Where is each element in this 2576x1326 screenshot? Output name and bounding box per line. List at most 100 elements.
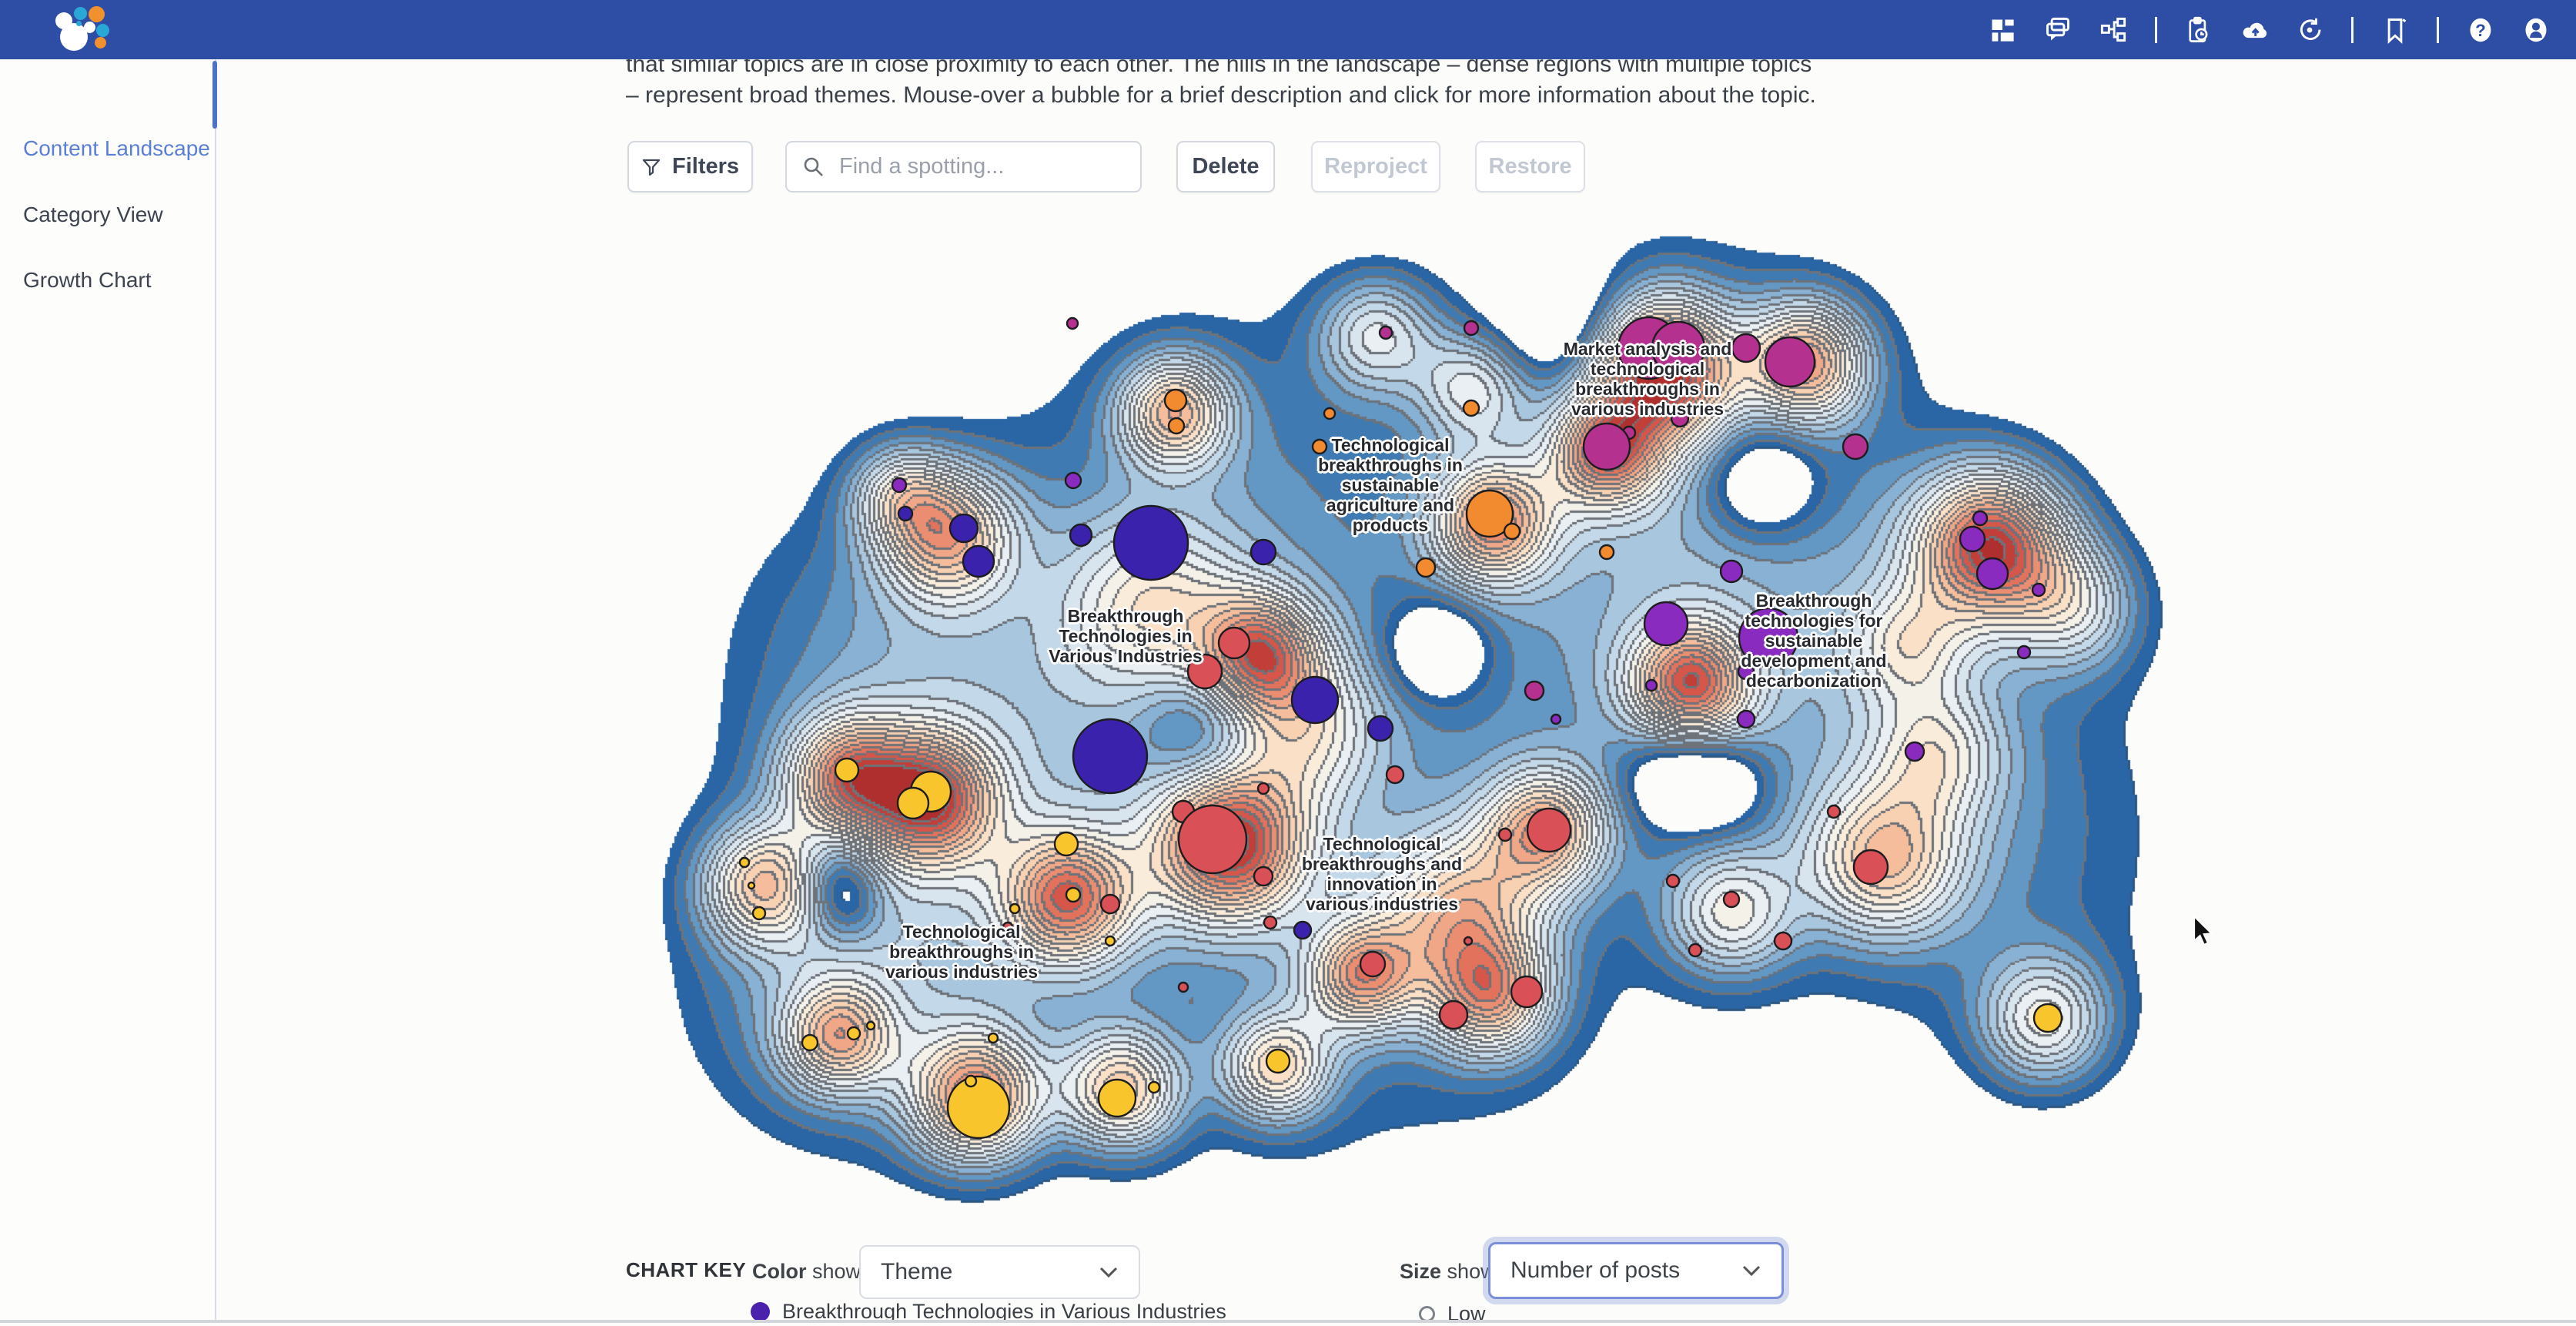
- topic-bubble[interactable]: [891, 477, 908, 494]
- filters-button[interactable]: Filters: [627, 141, 753, 193]
- color-shows-dropdown[interactable]: Theme: [859, 1245, 1140, 1299]
- delete-button[interactable]: Delete: [1176, 141, 1275, 193]
- topic-bubble[interactable]: [1826, 804, 1842, 819]
- dashboard-grid-icon[interactable]: [1989, 16, 2016, 44]
- topic-bubble[interactable]: [1256, 782, 1270, 795]
- topic-bubble[interactable]: [1582, 422, 1631, 471]
- topic-bubble[interactable]: [834, 757, 860, 783]
- topic-bubble[interactable]: [751, 906, 767, 921]
- hierarchy-icon[interactable]: [2099, 16, 2127, 44]
- topic-bubble[interactable]: [1736, 709, 1756, 729]
- sidebar-item-growth-chart[interactable]: Growth Chart: [23, 268, 152, 292]
- topic-bubble[interactable]: [1773, 931, 1793, 951]
- topic-bubble[interactable]: [987, 1032, 999, 1044]
- topic-bubble[interactable]: [1972, 510, 1989, 527]
- topic-bubble[interactable]: [1072, 718, 1149, 795]
- sync-icon[interactable]: [2296, 16, 2323, 44]
- topic-bubble[interactable]: [1651, 320, 1706, 376]
- topic-bubble[interactable]: [1217, 626, 1251, 660]
- content-landscape-map[interactable]: [658, 227, 2167, 1205]
- topic-bubble[interactable]: [1290, 675, 1340, 725]
- topic-bubble[interactable]: [1438, 1000, 1469, 1030]
- bookmark-icon[interactable]: [2381, 16, 2409, 44]
- topic-bubble[interactable]: [1147, 1080, 1161, 1094]
- topic-bubble[interactable]: [1975, 557, 2009, 591]
- size-shows-dropdown[interactable]: Number of posts: [1488, 1242, 1784, 1299]
- topic-bubble[interactable]: [1099, 893, 1121, 915]
- topic-label[interactable]: Breakthrough technologies for sustainabl…: [1741, 591, 1887, 691]
- topic-bubble[interactable]: [946, 1075, 1011, 1140]
- topic-bubble[interactable]: [1065, 886, 1082, 903]
- topic-bubble[interactable]: [747, 881, 756, 890]
- topic-bubble[interactable]: [1463, 936, 1474, 946]
- topic-bubble[interactable]: [1731, 333, 1761, 363]
- account-icon[interactable]: [2522, 16, 2550, 44]
- topic-bubble[interactable]: [1053, 831, 1079, 857]
- topic-bubble[interactable]: [1385, 765, 1405, 785]
- topic-bubble[interactable]: [1186, 653, 1223, 690]
- topic-bubble[interactable]: [1097, 1078, 1137, 1118]
- topic-bubble[interactable]: [1688, 943, 1703, 958]
- topic-bubble[interactable]: [1959, 525, 1986, 553]
- help-icon[interactable]: ?: [2467, 16, 2494, 44]
- topic-bubble[interactable]: [1066, 316, 1079, 330]
- app-logo[interactable]: [29, 0, 129, 59]
- clipboard-clock-icon[interactable]: [2185, 16, 2213, 44]
- topic-bubble[interactable]: [897, 505, 914, 522]
- topic-bubble[interactable]: [1263, 915, 1278, 930]
- topic-bubble[interactable]: [1378, 325, 1393, 340]
- topic-bubble[interactable]: [846, 1026, 861, 1041]
- topic-bubble[interactable]: [1503, 522, 1521, 541]
- topic-bubble[interactable]: [1904, 741, 1925, 762]
- reproject-button[interactable]: Reproject: [1311, 141, 1440, 193]
- topic-bubble[interactable]: [964, 1074, 978, 1088]
- topic-bubble[interactable]: [1265, 1048, 1291, 1074]
- topic-bubble[interactable]: [948, 513, 979, 544]
- topic-bubble[interactable]: [962, 544, 995, 578]
- topic-bubble[interactable]: [1323, 407, 1337, 420]
- topic-bubble[interactable]: [1670, 408, 1690, 428]
- topic-bubble[interactable]: [1293, 920, 1313, 940]
- topic-label[interactable]: Technological breakthroughs and innovati…: [1301, 834, 1463, 914]
- topic-bubble[interactable]: [1510, 975, 1544, 1009]
- topic-bubble[interactable]: [1842, 433, 1869, 460]
- topic-bubble[interactable]: [1719, 559, 1744, 584]
- topic-bubble[interactable]: [1462, 399, 1480, 417]
- topic-bubble[interactable]: [1764, 336, 1816, 388]
- topic-bubble[interactable]: [1415, 557, 1437, 578]
- topic-bubble[interactable]: [1665, 873, 1681, 889]
- sidebar-item-category-view[interactable]: Category View: [23, 203, 163, 226]
- topic-bubble[interactable]: [865, 1020, 876, 1031]
- sidebar-scrollbar[interactable]: [212, 61, 217, 129]
- topic-bubble[interactable]: [1497, 827, 1513, 842]
- topic-bubble[interactable]: [1167, 417, 1186, 435]
- topic-bubble[interactable]: [1644, 678, 1658, 692]
- topic-bubble[interactable]: [1463, 320, 1480, 337]
- topic-bubble[interactable]: [1104, 935, 1116, 947]
- topic-bubble[interactable]: [1112, 504, 1189, 581]
- topic-label[interactable]: Technological breakthroughs in sustainab…: [1318, 435, 1463, 535]
- topic-bubble[interactable]: [738, 856, 751, 869]
- topic-bubble[interactable]: [1009, 902, 1021, 915]
- topic-bubble[interactable]: [1465, 489, 1514, 538]
- topic-bubble[interactable]: [2031, 582, 2046, 598]
- topic-bubble[interactable]: [1002, 921, 1014, 933]
- topic-bubble[interactable]: [1069, 523, 1093, 547]
- topic-bubble[interactable]: [1311, 438, 1328, 455]
- topic-bubble[interactable]: [896, 786, 930, 820]
- topic-bubble[interactable]: [1722, 890, 1741, 909]
- topic-label[interactable]: Technological breakthroughs in various i…: [885, 922, 1039, 982]
- topic-label[interactable]: Breakthrough Technologies in Various Ind…: [1049, 606, 1203, 666]
- topic-label[interactable]: Market analysis and technological breakt…: [1563, 339, 1732, 419]
- topic-bubble[interactable]: [1738, 607, 1799, 668]
- topic-bubble[interactable]: [1359, 950, 1387, 978]
- topic-bubble[interactable]: [1177, 981, 1189, 993]
- topic-bubble[interactable]: [1163, 388, 1188, 413]
- topic-bubble[interactable]: [2016, 645, 2032, 660]
- topic-bubble[interactable]: [1643, 601, 1689, 647]
- topic-bubble[interactable]: [1598, 544, 1615, 561]
- topic-bubble[interactable]: [1253, 866, 1274, 887]
- spotting-search[interactable]: [785, 141, 1142, 193]
- search-input[interactable]: [838, 153, 1118, 180]
- topic-bubble[interactable]: [801, 1033, 819, 1052]
